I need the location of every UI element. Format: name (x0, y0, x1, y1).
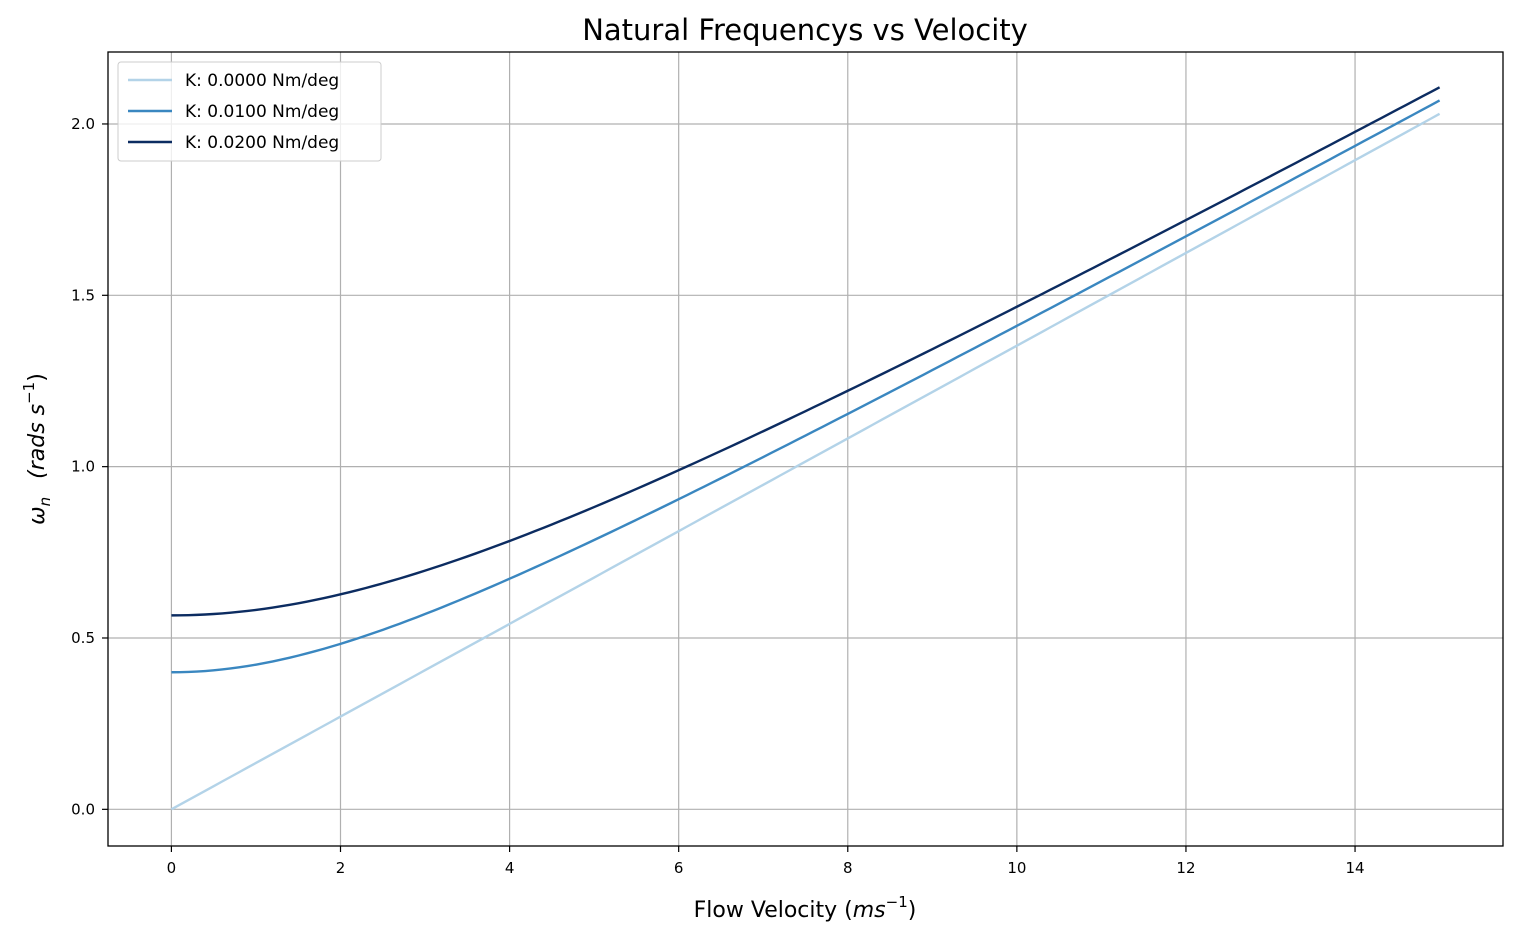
plot-frame (107, 51, 1504, 847)
series-line-1 (170, 112, 1441, 811)
legend: K: 0.0000 Nm/deg K: 0.0100 Nm/deg K: 0.020… (117, 61, 382, 162)
chart-title: Natural Frequencys vs Velocity (582, 13, 1028, 47)
ticks: 0 2 4 6 8 10 12 14 0.0 0.5 1.0 1.5 2.0 (71, 115, 1364, 877)
series-line-3 (171, 86, 1441, 617)
x-tick-label: 6 (674, 859, 684, 877)
y-axis-label-close: ) (25, 373, 50, 382)
x-tick-label: 2 (336, 859, 346, 877)
series-lines (170, 86, 1441, 811)
x-axis-label-math: ms (853, 898, 886, 923)
x-tick-label: 4 (505, 859, 515, 877)
y-tick-label: 1.5 (71, 286, 95, 304)
legend-box (117, 61, 382, 162)
x-axis-label-main: Flow Velocity ( (694, 898, 853, 923)
y-axis-label-sup: −1 (20, 382, 38, 404)
y-tick-label: 1.0 (71, 458, 95, 476)
x-tick-label: 10 (1007, 859, 1026, 877)
x-axis-label: Flow Velocity (ms−1) (694, 893, 917, 923)
y-axis-label-omega: ω (25, 506, 50, 524)
legend-label-2: K: 0.0100 Nm/deg (185, 102, 339, 122)
x-tick-label: 8 (843, 859, 853, 877)
y-tick-label: 0.0 (71, 800, 95, 818)
y-tick-label: 2.0 (71, 115, 95, 133)
legend-label-1: K: 0.0000 Nm/deg (185, 71, 339, 91)
x-axis-label-sup: −1 (886, 893, 908, 911)
legend-label-3: K: 0.0200 Nm/deg (185, 133, 339, 153)
y-axis-label: ωn (rads s−1) (20, 373, 54, 525)
x-tick-label: 14 (1345, 859, 1364, 877)
x-tick-label: 12 (1176, 859, 1195, 877)
series-line-2 (171, 99, 1441, 674)
x-axis-label-close: ) (908, 898, 917, 923)
y-axis-label-sub: n (36, 497, 54, 507)
y-tick-label: 0.5 (71, 629, 95, 647)
x-tick-label: 0 (167, 859, 177, 877)
y-axis-label-unit: (rads s (25, 404, 50, 479)
grid (108, 52, 1503, 846)
